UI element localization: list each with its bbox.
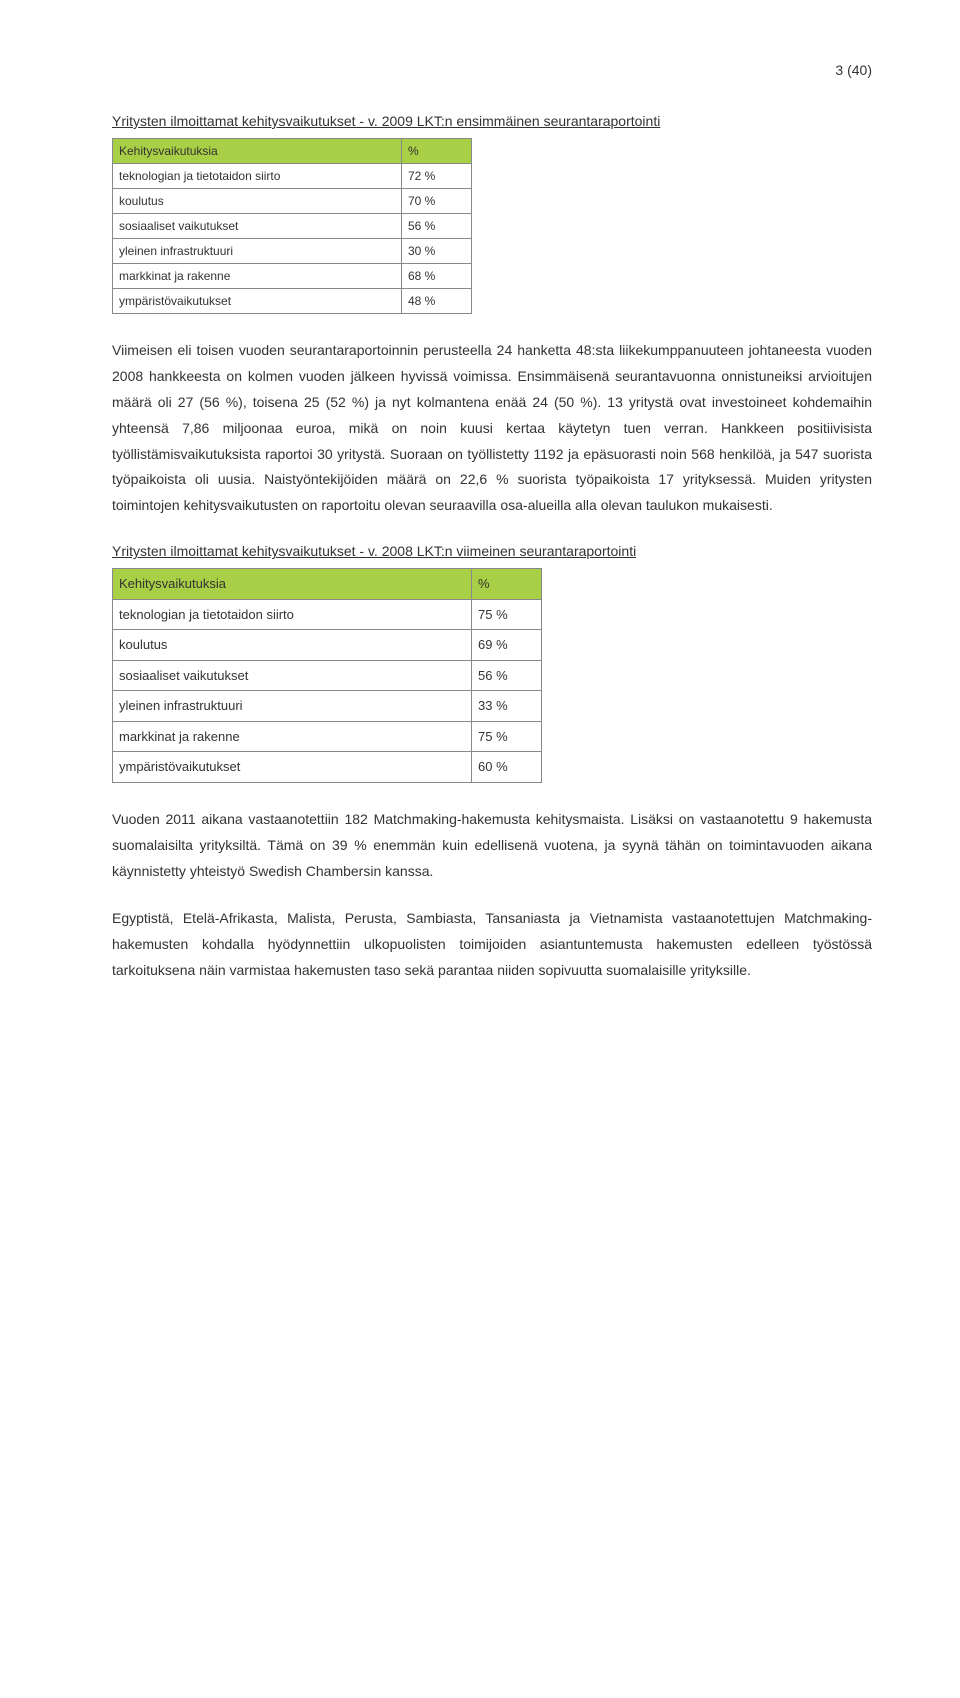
paragraph-1: Viimeisen eli toisen vuoden seurantarapo…	[112, 338, 872, 519]
table1: Kehitysvaikutuksia % teknologian ja tiet…	[112, 138, 472, 314]
cell-label: sosiaaliset vaikutukset	[113, 214, 402, 239]
cell-label: markkinat ja rakenne	[113, 264, 402, 289]
table-row: ympäristövaikutukset48 %	[113, 289, 472, 314]
cell-label: ympäristövaikutukset	[113, 752, 472, 783]
table2-col1-header: Kehitysvaikutuksia	[113, 569, 472, 600]
table1-col1-header: Kehitysvaikutuksia	[113, 139, 402, 164]
cell-label: ympäristövaikutukset	[113, 289, 402, 314]
table-row: yleinen infrastruktuuri30 %	[113, 239, 472, 264]
cell-value: 56 %	[472, 660, 542, 691]
cell-label: teknologian ja tietotaidon siirto	[113, 599, 472, 630]
table2-col2-header: %	[472, 569, 542, 600]
table-row: markkinat ja rakenne75 %	[113, 721, 542, 752]
table-row: markkinat ja rakenne68 %	[113, 264, 472, 289]
paragraph-3: Egyptistä, Etelä-Afrikasta, Malista, Per…	[112, 906, 872, 984]
table1-title: Yritysten ilmoittamat kehitysvaikutukset…	[112, 111, 872, 132]
cell-label: yleinen infrastruktuuri	[113, 691, 472, 722]
table2: Kehitysvaikutuksia % teknologian ja tiet…	[112, 568, 542, 783]
cell-value: 69 %	[472, 630, 542, 661]
page-number: 3 (40)	[112, 60, 872, 81]
table2-header-row: Kehitysvaikutuksia %	[113, 569, 542, 600]
cell-label: teknologian ja tietotaidon siirto	[113, 164, 402, 189]
cell-value: 56 %	[402, 214, 472, 239]
cell-label: markkinat ja rakenne	[113, 721, 472, 752]
table-row: sosiaaliset vaikutukset56 %	[113, 660, 542, 691]
cell-label: yleinen infrastruktuuri	[113, 239, 402, 264]
paragraph-2: Vuoden 2011 aikana vastaanotettiin 182 M…	[112, 807, 872, 885]
table-row: sosiaaliset vaikutukset56 %	[113, 214, 472, 239]
cell-value: 33 %	[472, 691, 542, 722]
cell-value: 75 %	[472, 721, 542, 752]
table-row: yleinen infrastruktuuri33 %	[113, 691, 542, 722]
cell-value: 68 %	[402, 264, 472, 289]
table-row: teknologian ja tietotaidon siirto72 %	[113, 164, 472, 189]
table-row: koulutus70 %	[113, 189, 472, 214]
cell-value: 60 %	[472, 752, 542, 783]
table-row: teknologian ja tietotaidon siirto75 %	[113, 599, 542, 630]
cell-value: 48 %	[402, 289, 472, 314]
cell-value: 75 %	[472, 599, 542, 630]
table-row: ympäristövaikutukset60 %	[113, 752, 542, 783]
table2-title: Yritysten ilmoittamat kehitysvaikutukset…	[112, 541, 872, 562]
cell-value: 72 %	[402, 164, 472, 189]
cell-label: koulutus	[113, 630, 472, 661]
table1-col2-header: %	[402, 139, 472, 164]
table1-header-row: Kehitysvaikutuksia %	[113, 139, 472, 164]
cell-value: 30 %	[402, 239, 472, 264]
cell-label: koulutus	[113, 189, 402, 214]
table-row: koulutus69 %	[113, 630, 542, 661]
cell-label: sosiaaliset vaikutukset	[113, 660, 472, 691]
cell-value: 70 %	[402, 189, 472, 214]
